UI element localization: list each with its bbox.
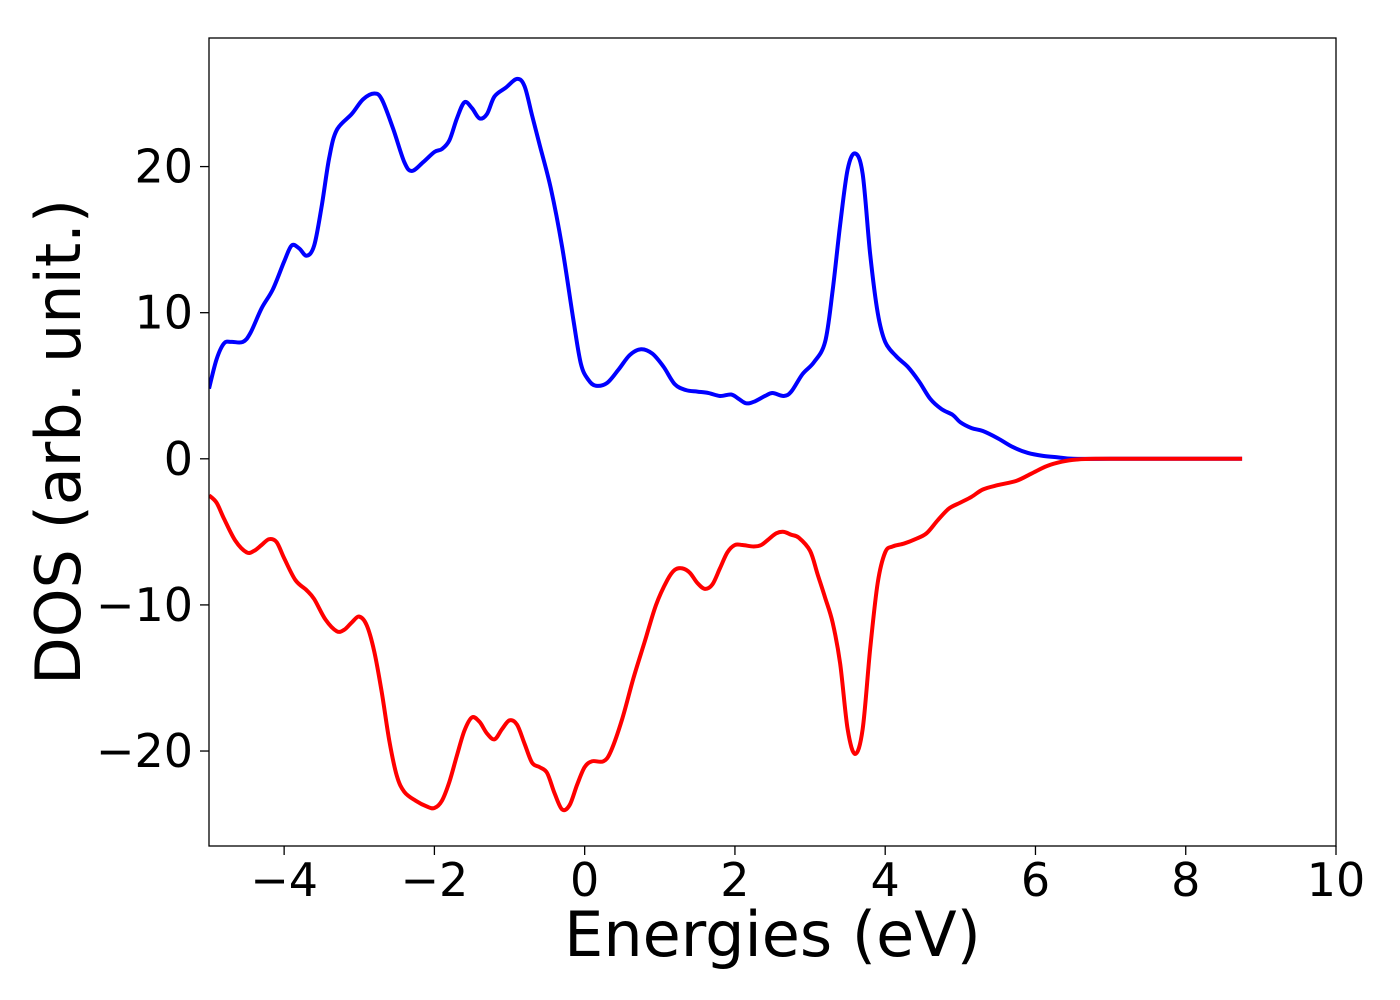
- x-tick-label: −4: [250, 853, 318, 907]
- y-tick-label: −20: [96, 724, 193, 778]
- x-tick-label: 10: [1307, 853, 1366, 907]
- series-layer: [209, 76, 1243, 813]
- x-tick-label: 6: [1021, 853, 1050, 907]
- plot-frame: [208, 37, 1337, 847]
- y-tick-label: 0: [164, 432, 193, 486]
- x-tick-label: 0: [570, 853, 599, 907]
- y-tick-label: 20: [134, 140, 193, 194]
- y-axis-title: DOS (arb. unit.): [22, 199, 95, 685]
- series-line-blue: [209, 76, 1243, 461]
- x-axis: −4 −2 0 2 4 6 8 10: [250, 846, 1365, 907]
- y-axis: −20 −10 0 10 20: [96, 140, 209, 778]
- y-tick-label: −10: [96, 578, 193, 632]
- x-tick-label: 8: [1171, 853, 1200, 907]
- x-tick-label: 4: [871, 853, 900, 907]
- y-tick-label: 10: [134, 286, 193, 340]
- x-tick-label: 2: [720, 853, 749, 907]
- x-tick-label: −2: [400, 853, 468, 907]
- x-axis-title: Energies (eV): [564, 898, 981, 971]
- series-line-red: [209, 456, 1243, 813]
